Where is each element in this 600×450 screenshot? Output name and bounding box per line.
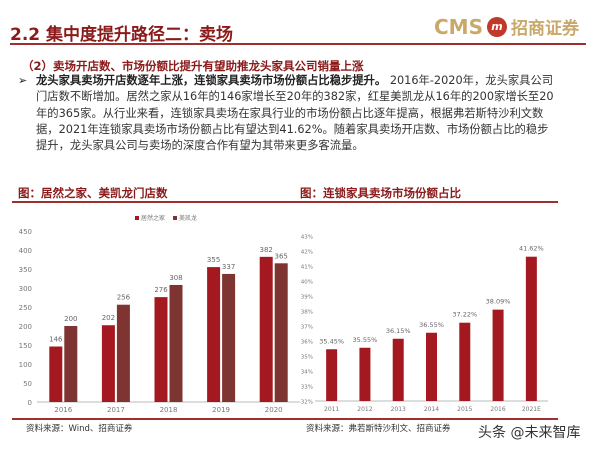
data-label: 202: [102, 314, 115, 322]
y-tick-label: 200: [19, 323, 32, 331]
logo-cn: 招商证券: [510, 19, 579, 39]
data-label: 41.62%: [519, 245, 544, 253]
logo-text: CMS: [434, 14, 483, 39]
bullet-arrow-icon: ➢: [18, 74, 28, 87]
y-tick-label: 32%: [301, 400, 313, 406]
chart2-title: 图：连锁家具卖场市场份额占比: [300, 186, 461, 200]
data-label: 36.15%: [386, 327, 411, 335]
page-title: 2.2 集中度提升路径二：卖场: [10, 25, 234, 45]
header-divider: [10, 43, 586, 45]
bar: [459, 322, 471, 401]
x-tick-label: 2016: [54, 406, 72, 414]
data-label: 200: [64, 315, 77, 323]
bar: [492, 309, 504, 401]
data-label: 365: [275, 252, 288, 260]
y-tick-label: 42%: [301, 250, 313, 256]
bar: [426, 332, 437, 401]
data-label: 35.55%: [353, 336, 378, 344]
chart1-title: 图：居然之家、美凯龙门店数: [18, 186, 168, 200]
x-tick-label: 2017: [107, 406, 125, 414]
bar: [392, 338, 404, 401]
logo: CMS m 招商证券: [434, 14, 579, 40]
chart1-top-rule: [12, 201, 300, 203]
legend-label: 美凯龙: [179, 214, 197, 222]
data-label: 276: [154, 286, 168, 294]
y-tick-label: 400: [19, 247, 32, 255]
y-tick-label: 50: [23, 380, 32, 388]
data-label: 38.09%: [486, 298, 511, 306]
y-tick-label: 34%: [301, 370, 313, 376]
x-tick-label: 2018: [160, 406, 178, 414]
bar: [326, 349, 338, 401]
y-tick-label: 41%: [301, 265, 313, 271]
y-tick-label: 36%: [301, 340, 313, 346]
bar: [64, 326, 78, 402]
chart2-source: 资料来源：弗若斯特沙利文、招商证券: [306, 424, 451, 434]
bar: [274, 263, 288, 402]
bar: [49, 346, 63, 402]
legend-label: 居然之家: [141, 214, 165, 222]
x-tick-label: 2020: [265, 406, 283, 414]
chart1-bottom-rule: [12, 418, 300, 420]
data-label: 382: [260, 246, 273, 254]
x-tick-label: 2015: [457, 406, 472, 413]
y-tick-label: 450: [19, 228, 32, 236]
data-label: 256: [117, 294, 131, 302]
data-label: 146: [49, 336, 63, 344]
y-tick-label: 39%: [301, 295, 313, 301]
y-tick-label: 33%: [301, 385, 313, 391]
chart1-source: 资料来源：Wind、招商证券: [26, 424, 133, 434]
watermark: 头条 @未来智库: [478, 425, 581, 441]
x-tick-label: 2012: [357, 406, 372, 413]
bar: [525, 256, 537, 401]
data-label: 37.22%: [452, 311, 477, 319]
data-label: 355: [207, 256, 220, 264]
y-tick-label: 100: [19, 361, 32, 369]
data-label: 35.45%: [319, 337, 344, 345]
chart2-top-rule: [300, 201, 558, 203]
x-tick-label: 2021E: [522, 406, 541, 413]
bar: [154, 297, 168, 402]
y-tick-label: 0: [28, 399, 32, 407]
y-tick-label: 250: [19, 304, 32, 312]
logo-mark-icon: m: [486, 16, 507, 37]
y-tick-label: 37%: [301, 325, 313, 331]
y-tick-label: 38%: [301, 310, 313, 316]
y-tick-label: 35%: [301, 355, 313, 361]
x-tick-label: 2013: [391, 406, 406, 413]
y-tick-label: 350: [19, 266, 32, 274]
section-subtitle: （2）卖场开店数、市场份额比提升有望助推龙头家具公司销量上涨: [22, 59, 364, 73]
y-tick-label: 150: [19, 342, 32, 350]
y-tick-label: 43%: [301, 235, 313, 241]
bar: [222, 273, 236, 402]
y-tick-label: 40%: [301, 280, 313, 286]
x-tick-label: 2011: [324, 406, 339, 413]
bar: [207, 267, 221, 402]
data-label: 36.55%: [419, 321, 444, 329]
bar: [359, 347, 371, 401]
bar: [101, 325, 115, 402]
legend-swatch: [135, 216, 139, 220]
bar: [259, 256, 273, 402]
body-paragraph: 龙头家具卖场开店数逐年上涨，连锁家具卖场市场份额占比稳步提升。 2016年-20…: [36, 73, 556, 154]
y-tick-label: 300: [19, 285, 32, 293]
bar: [169, 284, 183, 402]
chart-market-share: 32% 33% 34% 35% 36% 37% 38% 39% 40% 41% 42% 43% 2011…: [301, 235, 548, 413]
chart2-bottom-rule: [300, 418, 558, 420]
para-text: 2016年-2020年，龙头家具公司门店数不断增加。居然之家从16年的146家增…: [36, 74, 554, 153]
para-bold: 龙头家具卖场开店数逐年上涨，连锁家具卖场市场份额占比稳步提升。: [36, 74, 387, 87]
chart-store-count: 0 50 100 150 200 250 300 350 400 450 居然之家 美凯龙 2016 14…: [19, 214, 300, 414]
legend-swatch: [173, 216, 177, 220]
x-tick-label: 2019: [212, 406, 230, 414]
x-tick-label: 2016: [490, 406, 505, 413]
bar: [116, 304, 130, 402]
x-tick-label: 2014: [424, 406, 439, 413]
data-label: 337: [222, 263, 235, 271]
data-label: 308: [169, 274, 182, 282]
